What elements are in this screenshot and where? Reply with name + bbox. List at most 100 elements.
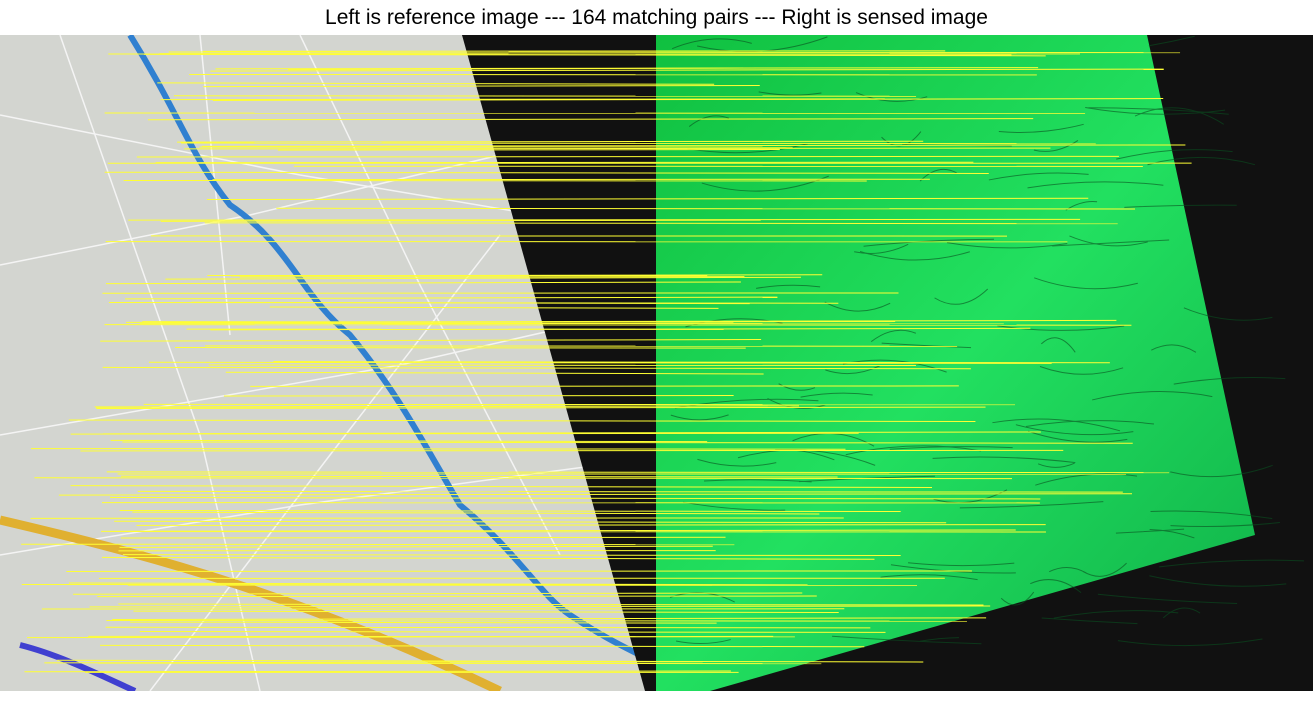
match-line xyxy=(70,432,859,435)
contour xyxy=(932,456,1076,464)
contour xyxy=(1083,562,1127,577)
contour xyxy=(1173,377,1286,385)
match-line xyxy=(97,595,817,598)
match-line xyxy=(68,582,808,586)
contour xyxy=(919,637,959,642)
contour xyxy=(1052,239,1170,247)
match-line xyxy=(56,659,924,663)
match-line xyxy=(102,366,971,370)
match-line xyxy=(148,361,1052,364)
match-line xyxy=(104,324,1132,326)
matching-figure xyxy=(0,35,1313,691)
contour xyxy=(1149,528,1195,539)
railway xyxy=(19,642,137,691)
match-line xyxy=(96,406,986,410)
contour xyxy=(1039,366,1124,375)
match-line xyxy=(80,449,1064,452)
contour xyxy=(1159,559,1304,568)
contour xyxy=(1116,149,1233,160)
match-line xyxy=(184,147,1051,150)
contour xyxy=(1034,277,1138,290)
contour xyxy=(1170,464,1273,478)
match-line xyxy=(110,496,1041,500)
contour xyxy=(992,418,1121,432)
contour xyxy=(1035,473,1138,486)
match-line xyxy=(108,53,1046,57)
contour xyxy=(880,574,978,581)
contour xyxy=(832,635,982,645)
contour xyxy=(1040,337,1076,353)
contour xyxy=(1134,107,1225,125)
match-line xyxy=(136,155,1119,158)
match-line xyxy=(177,140,924,143)
contour xyxy=(1115,528,1185,534)
contour xyxy=(1117,638,1263,647)
match-line xyxy=(277,149,780,151)
match-line xyxy=(273,361,1110,364)
match-line xyxy=(100,644,865,648)
match-line xyxy=(104,171,989,174)
match-line xyxy=(119,545,713,548)
contour xyxy=(1162,607,1201,619)
match-line xyxy=(27,635,774,639)
contour xyxy=(825,365,880,375)
match-line xyxy=(44,661,703,664)
contour xyxy=(919,168,957,182)
match-line xyxy=(133,610,839,613)
contour xyxy=(756,284,821,289)
contour xyxy=(1033,140,1079,152)
contour xyxy=(824,301,891,312)
match-line xyxy=(58,493,1132,496)
match-line xyxy=(105,281,741,285)
match-line xyxy=(161,321,896,324)
match-line xyxy=(276,207,1136,210)
contour xyxy=(854,243,909,254)
match-line xyxy=(223,394,734,397)
match-line xyxy=(30,448,846,450)
highway xyxy=(0,515,502,691)
match-line xyxy=(106,471,1170,474)
match-line xyxy=(73,592,803,595)
contour xyxy=(1097,593,1238,604)
match-line xyxy=(96,405,768,408)
match-line xyxy=(139,630,886,633)
match-line xyxy=(206,197,1089,201)
match-line xyxy=(24,670,731,673)
match-line xyxy=(100,339,762,342)
match-line xyxy=(157,82,715,85)
match-line xyxy=(114,520,947,524)
match-line xyxy=(202,144,1186,147)
match-line xyxy=(204,222,1118,225)
match-line xyxy=(122,441,1133,444)
match-line xyxy=(128,218,1081,221)
contour xyxy=(855,92,928,102)
match-line xyxy=(210,68,1164,72)
match-line xyxy=(112,617,987,621)
match-line xyxy=(168,51,1181,54)
contour xyxy=(859,250,970,261)
contour xyxy=(908,562,1015,567)
contour xyxy=(778,383,816,391)
figure-title: Left is reference image --- 164 matching… xyxy=(325,6,988,29)
contour xyxy=(1030,579,1082,594)
contour xyxy=(1069,235,1148,247)
contour xyxy=(934,288,989,305)
contour xyxy=(1041,617,1138,625)
contour xyxy=(863,238,995,247)
contour xyxy=(1170,522,1280,528)
contour xyxy=(1049,566,1087,574)
contour xyxy=(845,445,982,456)
match-line xyxy=(106,619,967,622)
contour xyxy=(775,449,835,461)
match-line xyxy=(108,302,839,304)
match-line xyxy=(181,142,1096,145)
match-line xyxy=(147,118,1034,121)
contour xyxy=(703,479,812,483)
contour xyxy=(1053,610,1179,619)
match-line xyxy=(130,621,717,624)
contour xyxy=(1148,35,1195,47)
match-line xyxy=(137,490,1123,493)
match-line xyxy=(120,536,726,539)
match-line xyxy=(125,296,778,300)
